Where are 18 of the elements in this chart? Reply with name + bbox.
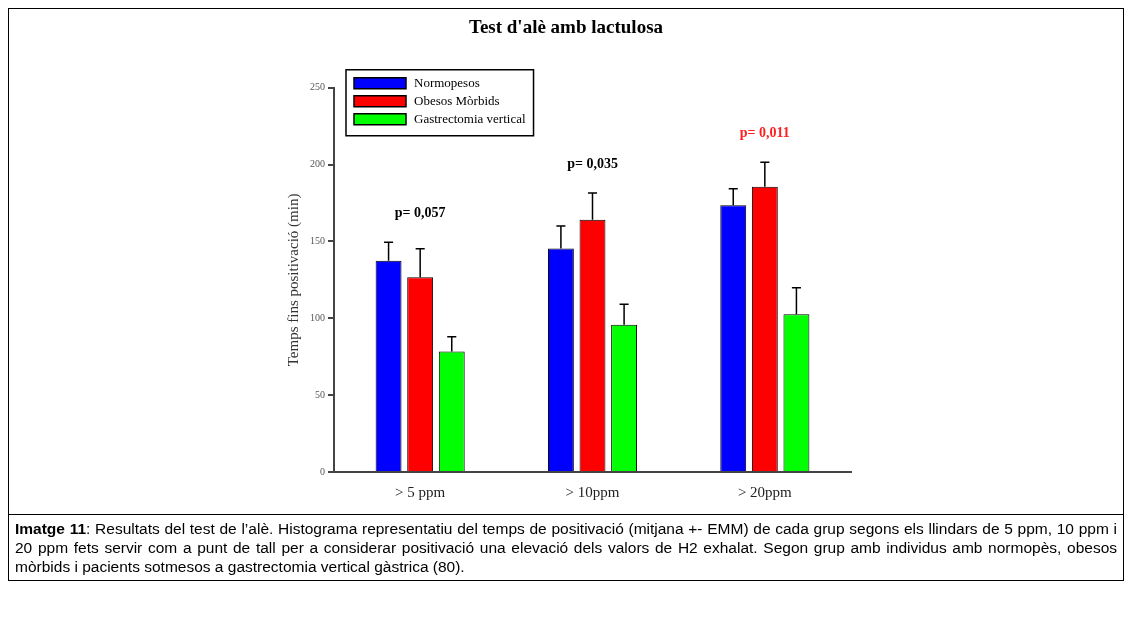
annotation: p= 0,011 [739, 124, 790, 140]
y-tick-label: 50 [315, 388, 325, 400]
x-tick-label: > 5 ppm [395, 483, 446, 500]
legend-label: Obesos Mòrbids [414, 93, 500, 109]
x-tick-label: > 20ppm [737, 483, 793, 500]
y-tick-label: 0 [320, 465, 325, 477]
annotation: p= 0,057 [394, 204, 446, 220]
chart-title: Test d'alè amb lactulosa [468, 16, 664, 38]
y-tick-label: 200 [310, 158, 325, 170]
y-axis-title: Temps fins positivació (min) [284, 193, 302, 367]
y-tick-label: 150 [310, 235, 325, 247]
y-tick-label: 100 [310, 311, 325, 323]
text: Imatge 11: Resultats del test de l’alè. Histograma representatiu del temps de positivació (mitjana +- EMM) de cada grup segons els llindars de 5 ppm, 10 ppm i 20 ppm fets servir com a punt de tall per a considerar positivació una elevació dels valors de H2 exhalat. Segon grup amb individus amb normopès, obesos mòrbids i pacients sotmesos a gastrectomia vertical gàstrica (80). [15, 520, 1117, 575]
legend-label: Gastrectomia vertical [414, 111, 526, 127]
y-tick-label: 250 [310, 81, 325, 93]
x-tick-label: > 10ppm [565, 483, 620, 500]
annotation: p= 0,035 [567, 155, 618, 171]
legend-label: Normopesos [414, 75, 480, 91]
